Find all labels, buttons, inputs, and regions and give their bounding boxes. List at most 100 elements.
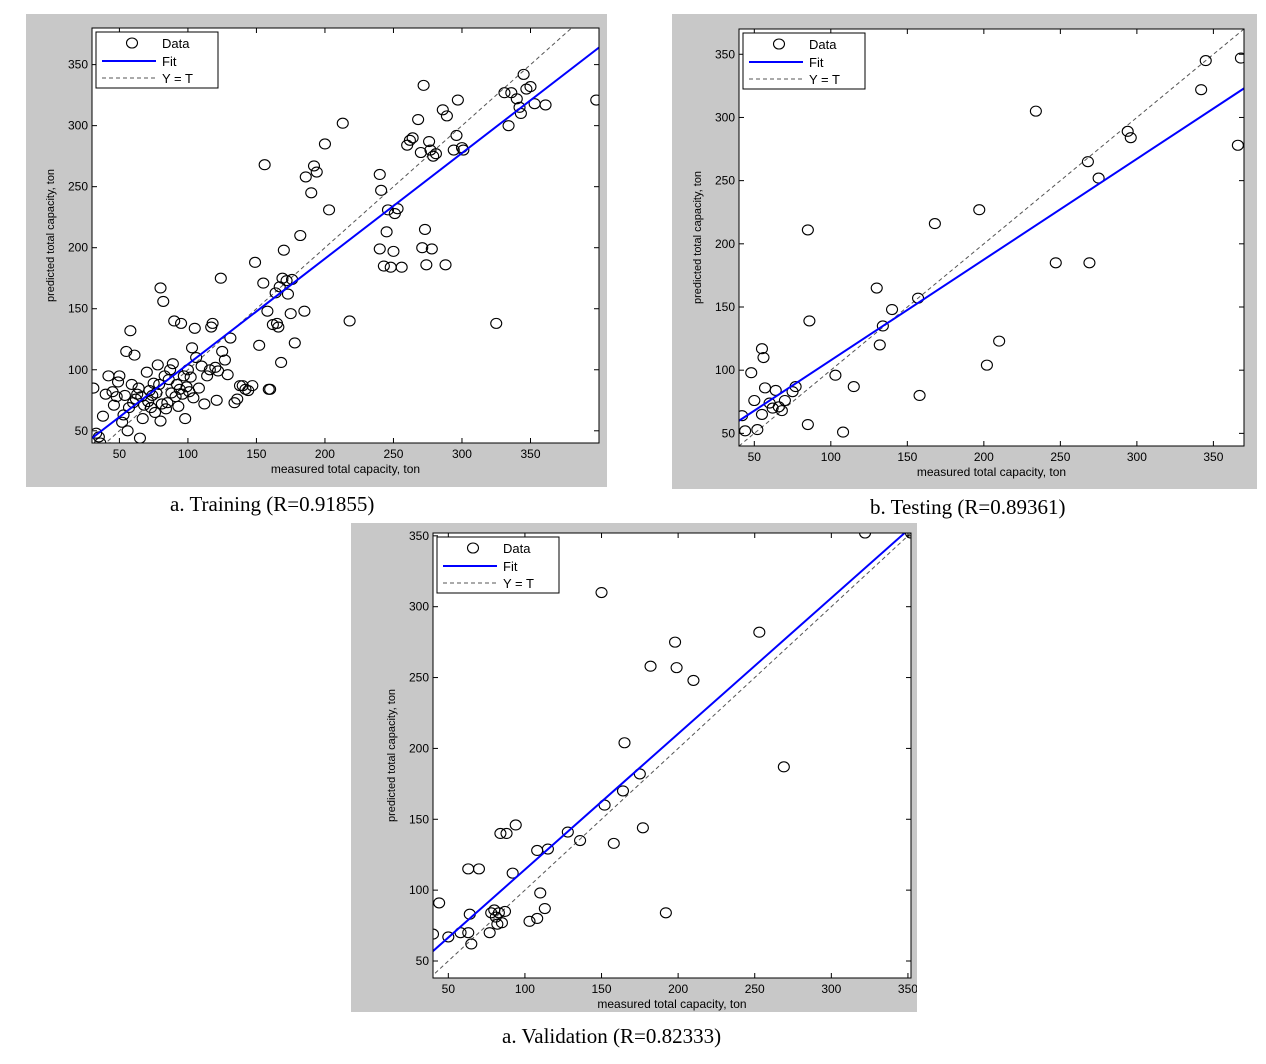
data-point	[246, 380, 259, 392]
data-point	[755, 408, 769, 420]
data-point	[561, 826, 574, 838]
x-tick-label: 100	[821, 450, 841, 464]
data-point	[111, 376, 125, 388]
data-point	[177, 370, 190, 382]
data-point	[753, 626, 766, 638]
data-point	[258, 159, 271, 171]
plot-content	[433, 533, 911, 976]
y-tick-label: 300	[68, 119, 88, 133]
data-point	[829, 369, 842, 381]
data-point	[380, 226, 393, 238]
data-point	[198, 398, 211, 410]
data-point	[148, 406, 162, 419]
x-tick-label: 50	[442, 982, 456, 996]
legend-label-identity: Y = T	[162, 71, 193, 86]
data-point	[801, 224, 814, 236]
legend-label-fit: Fit	[503, 559, 518, 574]
data-point	[803, 315, 816, 327]
data-point	[433, 928, 440, 940]
data-point	[221, 369, 234, 381]
x-tick-label: 150	[897, 450, 917, 464]
data-point	[644, 660, 657, 672]
data-point	[273, 281, 286, 293]
data-point	[777, 761, 790, 773]
data-point	[447, 144, 460, 156]
data-point	[412, 113, 425, 126]
x-axis-label: measured total capacity, ton	[917, 465, 1066, 479]
x-tick-label: 250	[745, 982, 765, 996]
data-point	[373, 243, 386, 255]
data-point	[249, 256, 262, 268]
data-point	[281, 288, 294, 300]
x-tick-label: 50	[748, 450, 762, 464]
data-point	[538, 903, 551, 915]
data-point	[766, 402, 779, 414]
data-point	[188, 322, 201, 334]
data-point	[616, 785, 630, 797]
x-tick-label: 250	[1050, 450, 1070, 464]
x-tick-label: 200	[315, 447, 335, 461]
data-point	[275, 356, 288, 368]
legend-data-marker	[466, 542, 480, 554]
y-tick-label: 200	[409, 741, 429, 755]
data-point	[1083, 257, 1096, 269]
data-point	[92, 427, 103, 439]
data-point	[113, 370, 126, 382]
data-point	[607, 837, 620, 849]
data-point	[541, 843, 554, 855]
data-point	[451, 94, 464, 106]
data-point	[870, 282, 883, 294]
x-tick-label: 350	[520, 447, 540, 461]
caption-training: a. Training (R=0.91855)	[170, 492, 375, 516]
data-point	[125, 378, 138, 390]
data-point	[161, 397, 174, 409]
data-point	[395, 261, 408, 273]
x-tick-label: 50	[113, 447, 127, 461]
legend-label-fit: Fit	[162, 54, 177, 69]
data-point	[439, 259, 452, 271]
data-point	[201, 370, 214, 382]
data-point	[492, 907, 505, 919]
legend-box	[436, 536, 560, 594]
data-point	[498, 905, 512, 917]
data-point	[574, 834, 587, 847]
data-point	[336, 117, 349, 129]
data-point	[110, 391, 123, 403]
data-point	[128, 349, 141, 361]
x-tick-label: 200	[668, 982, 688, 996]
data-point	[118, 389, 131, 401]
data-point	[107, 399, 120, 411]
data-point	[294, 229, 307, 242]
legend: Data Fit Y = T	[436, 536, 560, 594]
data-point	[420, 259, 433, 271]
data-point	[116, 416, 129, 428]
data-point	[913, 389, 926, 402]
data-point	[485, 907, 498, 919]
caption-validation: a. Validation (R=0.82333)	[502, 1024, 722, 1048]
x-tick-label: 300	[821, 982, 841, 996]
y-tick-label: 100	[68, 363, 88, 377]
data-point	[121, 425, 134, 437]
data-point	[524, 81, 537, 93]
y-axis-label: predicted total capacity, ton	[45, 169, 57, 302]
data-point	[1195, 84, 1208, 96]
data-point	[209, 361, 222, 373]
data-point	[534, 887, 547, 899]
data-point	[190, 352, 203, 364]
y-tick-label: 50	[75, 424, 89, 438]
x-tick-label: 100	[178, 447, 198, 461]
data-point	[298, 305, 311, 317]
data-point	[980, 359, 993, 371]
data-point	[502, 120, 515, 132]
data-point	[175, 317, 188, 329]
data-point	[257, 277, 270, 289]
data-point	[99, 388, 112, 400]
data-point	[416, 242, 429, 254]
legend-label-data: Data	[162, 36, 190, 51]
data-point	[231, 393, 244, 405]
data-point	[159, 403, 173, 415]
data-point	[873, 339, 886, 351]
data-point	[590, 94, 599, 106]
y-tick-label: 250	[409, 671, 429, 685]
data-point	[288, 337, 301, 349]
